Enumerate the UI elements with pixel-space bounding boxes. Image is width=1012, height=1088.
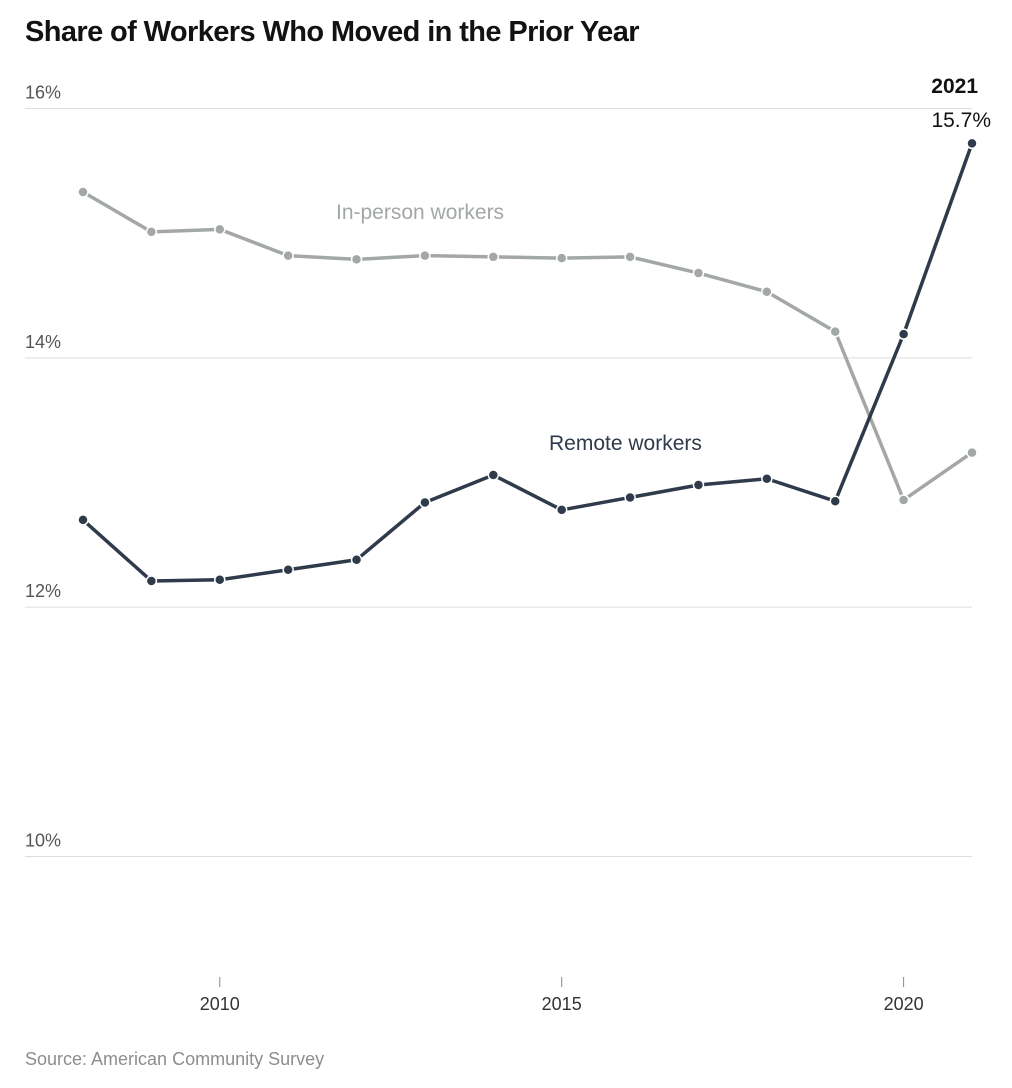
annotation-year: 2021 [931, 75, 978, 98]
data-point-remote-workers-2013 [419, 496, 431, 509]
data-point-remote-workers-2008 [77, 514, 89, 526]
x-tick-label: 2020 [884, 994, 924, 1014]
data-point-remote-workers-2009 [145, 575, 158, 587]
label-layer: In-person workers Remote workers 2021 15… [336, 75, 991, 455]
grid-layer [25, 108, 972, 857]
annotation-value: 15.7% [931, 109, 991, 132]
data-point-in-person-workers-2017 [692, 267, 705, 279]
data-point-in-person-workers-2013 [419, 249, 431, 262]
source-note: Source: American Community Survey [25, 1049, 325, 1069]
chart-title: Share of Workers Who Moved in the Prior … [25, 16, 640, 48]
x-axis: 2010 2015 2020 [200, 977, 924, 1014]
data-point-in-person-workers-2009 [145, 226, 158, 238]
data-point-remote-workers-2019 [829, 495, 841, 507]
data-point-in-person-workers-2012 [350, 253, 363, 266]
series-line-in-person-workers [81, 190, 974, 502]
data-point-remote-workers-2018 [761, 473, 773, 485]
data-point-remote-workers-2016 [624, 491, 636, 504]
data-point-in-person-workers-2015 [555, 252, 568, 264]
data-point-remote-workers-2020 [897, 328, 910, 340]
series-label-remote: Remote workers [549, 432, 702, 455]
data-point-remote-workers-2021 [966, 137, 978, 150]
data-point-in-person-workers-2008 [77, 186, 89, 198]
series-label-in-person: In-person workers [336, 201, 504, 224]
data-point-remote-workers-2015 [555, 504, 568, 516]
data-point-in-person-workers-2016 [624, 251, 636, 263]
data-point-remote-workers-2011 [282, 564, 294, 576]
data-point-in-person-workers-2014 [487, 251, 500, 263]
data-point-remote-workers-2017 [692, 479, 705, 491]
y-tick-label: 14% [25, 332, 61, 352]
data-point-remote-workers-2010 [214, 573, 226, 586]
y-tick-label: 10% [25, 831, 61, 851]
data-point-in-person-workers-2021 [966, 446, 978, 459]
data-point-in-person-workers-2020 [897, 494, 910, 506]
data-point-in-person-workers-2011 [282, 249, 294, 262]
y-tick-label: 12% [25, 581, 61, 601]
series-layer [77, 137, 978, 587]
data-point-remote-workers-2012 [350, 554, 363, 566]
data-point-in-person-workers-2019 [829, 325, 841, 338]
data-point-in-person-workers-2018 [761, 286, 773, 298]
x-tick-label: 2010 [200, 994, 240, 1014]
x-tick-label: 2015 [542, 994, 582, 1014]
data-point-remote-workers-2014 [487, 469, 500, 481]
y-tick-label: 16% [25, 83, 61, 103]
y-axis: 16% 14% 12% 10% [25, 83, 61, 851]
data-point-in-person-workers-2010 [214, 223, 226, 236]
series-line-remote-workers [81, 141, 974, 583]
